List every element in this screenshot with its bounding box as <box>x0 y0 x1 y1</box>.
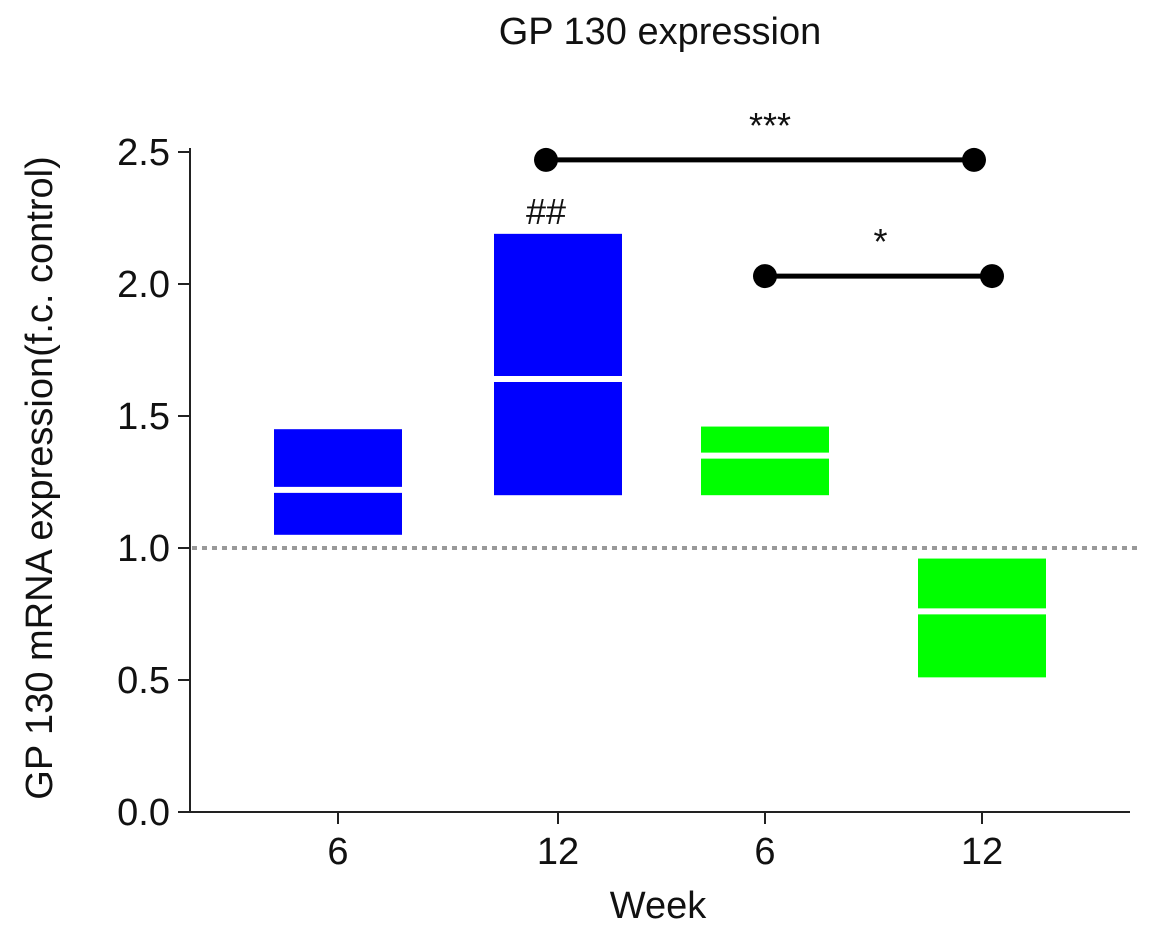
y-tick-label: 1.0 <box>117 528 170 570</box>
x-axis-label: Week <box>610 885 707 927</box>
significance-dot <box>753 264 777 289</box>
box-1 <box>274 429 402 535</box>
y-tick-label: 0.5 <box>117 660 170 702</box>
x-tick-label: 6 <box>754 831 775 873</box>
y-tick-label: 0.0 <box>117 792 170 834</box>
box-2 <box>494 233 622 496</box>
x-tick-label: 12 <box>537 831 579 873</box>
box-annotation: ## <box>526 191 566 232</box>
significance-dot <box>962 147 986 172</box>
significance-label: * <box>873 221 887 262</box>
box-4 <box>918 558 1046 678</box>
significance-dot <box>534 147 558 172</box>
x-tick-label: 12 <box>961 831 1003 873</box>
boxes: ## <box>274 191 1046 678</box>
significance-dot <box>980 264 1004 289</box>
chart-title: GP 130 expression <box>499 11 822 53</box>
x-axis: 6 12 6 12 <box>190 811 1130 873</box>
x-tick-label: 6 <box>327 831 348 873</box>
y-axis-label: GP 130 mRNA expression(f.c. control) <box>19 156 61 799</box>
box-3 <box>701 426 829 496</box>
significance-brackets: **** <box>534 105 1004 289</box>
y-tick-label: 2.0 <box>117 264 170 306</box>
y-tick-label: 2.5 <box>117 132 170 174</box>
y-tick-label: 1.5 <box>117 396 170 438</box>
significance-label: *** <box>749 105 791 146</box>
y-axis: 0.0 0.5 1.0 1.5 2.0 2.5 <box>117 132 191 834</box>
